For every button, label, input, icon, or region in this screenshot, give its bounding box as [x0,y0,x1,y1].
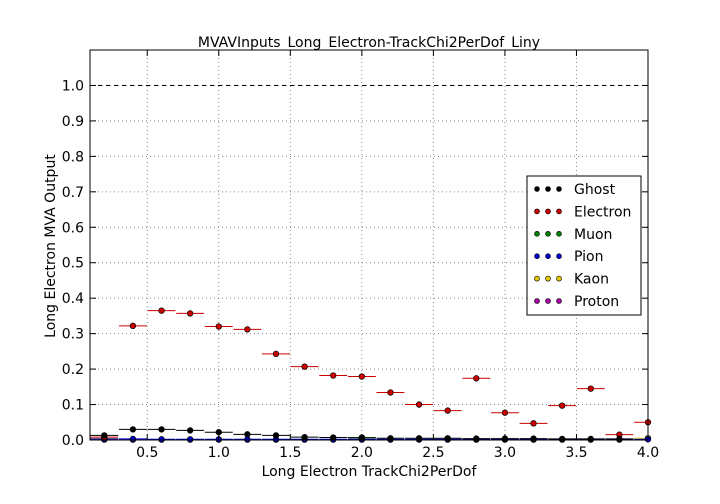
legend-label: Pion [574,249,603,265]
legend-item: Electron [534,204,631,220]
legend-label: Ghost [574,182,616,198]
data-point [158,426,165,433]
legend-marker [545,298,551,304]
x-tick-label: 2.5 [422,445,444,461]
legend-label: Proton [574,294,619,310]
data-point [415,401,423,408]
data-point [559,402,566,409]
legend-marker [534,253,540,260]
data-point [129,322,137,329]
y-tick-label: 0.0 [62,433,84,449]
plot-frame [89,49,649,441]
data-point [101,432,108,439]
x-tick-label: 0.5 [136,445,158,461]
legend-marker [534,208,540,215]
data-point [530,420,537,427]
legend-marker [545,275,551,282]
y-tick-label: 0.9 [62,114,84,130]
data-point [158,307,165,314]
legend-label: Muon [574,227,612,243]
legend: Ghost Electron Muon Pion Kaon Proton [526,175,642,316]
legend-item: Ghost [534,182,616,198]
x-tick-label: 3.5 [565,445,587,461]
data-point [244,431,251,438]
data-point [129,426,137,433]
y-tick-label: 0.3 [62,327,84,343]
legend-box [526,175,642,316]
x-tick-label: 3.0 [494,445,516,461]
y-tick-label: 0.2 [62,362,84,378]
legend-marker [556,186,562,192]
data-point [587,385,594,392]
legend-marker [556,253,562,260]
plot-area: 0.5 1.0 1.5 2.0 2.5 3.0 3.5 4.0 0.0 0.1 0.2 0.3 0.4 0… [62,49,659,461]
data-point [473,375,480,382]
data-point [301,434,308,441]
data-point [187,310,194,317]
data-point [501,409,509,416]
chart-title: MVAVInputs_Long_Electron-TrackChi2PerDof… [198,35,540,51]
series-electron [90,307,652,441]
legend-marker [545,253,551,260]
x-tick-label: 2.0 [351,445,373,461]
data-point [530,435,537,442]
legend-item: Muon [534,227,612,243]
legend-item: Proton [534,294,619,310]
data-point [187,427,194,434]
data-point [215,323,222,330]
data-point [158,436,165,443]
data-point [559,435,566,443]
legend-marker [545,231,551,237]
y-tick-label: 0.1 [62,398,84,414]
legend-item: Kaon [534,272,609,288]
y-tick-label: 0.8 [62,149,84,165]
legend-marker [534,231,540,237]
y-tick-label: 0.6 [62,220,84,236]
data-point [301,363,308,370]
legend-marker [556,231,562,237]
legend-item: Pion [534,249,603,265]
y-tick-label: 0.4 [62,291,84,307]
legend-marker [545,186,551,192]
x-axis-label: Long Electron TrackChi2PerDof [262,464,478,480]
x-tick-label: 1.0 [208,445,230,461]
data-point [330,372,337,379]
data-point [473,435,480,442]
legend-marker [534,298,540,304]
data-point [129,435,137,443]
data-point [587,435,594,443]
y-tick-label: 1.0 [62,78,84,94]
data-point [387,389,394,396]
data-point [616,435,623,443]
data-point [187,436,194,443]
legend-marker [545,208,551,215]
legend-marker [534,186,540,192]
legend-marker [556,208,562,215]
series-ghost [90,426,634,443]
data-point [330,434,337,441]
data-point [272,350,280,357]
data-point [444,407,451,414]
y-tick-label: 0.5 [62,256,84,272]
legend-marker [556,298,562,304]
y-axis-label: Long Electron MVA Output [43,154,59,338]
data-point [358,373,365,380]
legend-marker [556,275,562,282]
legend-label: Electron [574,204,631,220]
y-tick-label: 0.7 [62,185,84,201]
x-tick-label: 4.0 [637,445,659,461]
data-point [272,432,280,439]
x-tick-label: 1.5 [279,445,301,461]
legend-label: Kaon [574,272,609,288]
data-point [244,326,251,333]
legend-marker [534,275,540,282]
